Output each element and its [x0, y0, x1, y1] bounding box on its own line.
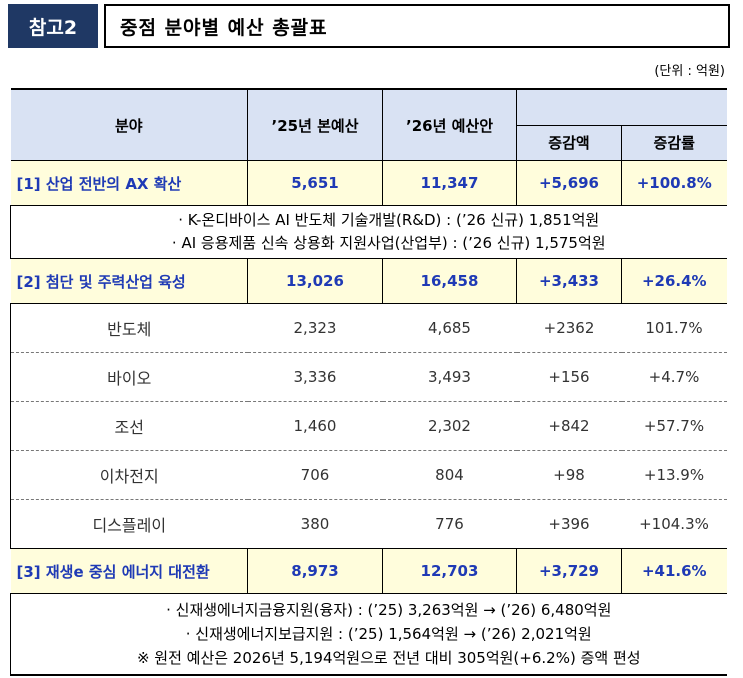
col-header-change-rate: 증감률: [621, 124, 727, 162]
col-header-field: 분야: [10, 88, 248, 161]
subitem-y26: 776: [435, 515, 464, 533]
note-line: · AI 응용제품 신속 상용화 지원사업(산업부) : (’26 신규) 1,…: [171, 234, 606, 252]
subitem-y26: 2,302: [382, 401, 517, 451]
subitem-change-amount: +98: [516, 450, 622, 500]
category-y25: 5,651: [247, 160, 383, 206]
col-header-change-amount: 증감액: [516, 124, 622, 162]
col-header-change-group: [516, 87, 727, 126]
subitem-row: 반도체 2,323 4,685 +2362 101.7%: [10, 303, 727, 353]
subitem-row: 조선 1,460 2,302 +842 +57.7%: [10, 401, 727, 451]
note-line: · 신재생에너지금융지원(융자) : (’25) 3,263억원 → (’26)…: [166, 601, 612, 619]
subitem-name: 조선: [10, 401, 248, 451]
subitem-change-rate: +4.7%: [621, 352, 727, 402]
subitem-name: 디스플레이: [10, 499, 248, 549]
subitem-name: 이차전지: [10, 450, 248, 500]
unit-label: (단위 : 억원): [654, 64, 725, 79]
category-y26: 11,347: [382, 160, 517, 206]
subitem-row: 이차전지 706 804 +98 +13.9%: [10, 450, 727, 500]
category-change-amount: +3,729: [516, 548, 622, 594]
header-row: 분야 ’25년 본예산 ’26년 예산안: [10, 87, 727, 161]
subitem-name: 바이오: [10, 352, 248, 402]
notes-block: · K-온디바이스 AI 반도체 기술개발(R&D) : (’26 신규) 1,…: [10, 205, 727, 259]
category-name: [3] 재생e 중심 에너지 대전환: [10, 548, 248, 594]
note-line: · 신재생에너지보급지원 : (’25) 1,564억원 → (’26) 2,0…: [185, 625, 592, 643]
subitem-y25: 1,460: [247, 401, 383, 451]
notes-row: · K-온디바이스 AI 반도체 기술개발(R&D) : (’26 신규) 1,…: [10, 205, 727, 259]
category-row: [3] 재생e 중심 에너지 대전환 8,973 12,703 +3,729 +…: [10, 548, 727, 594]
category-change-amount: +5,696: [516, 160, 622, 206]
category-name: [1] 산업 전반의 AX 확산: [10, 160, 248, 206]
subitem-change-rate: +104.3%: [639, 515, 709, 533]
subitem-y25: 380: [300, 515, 330, 533]
notes-block: · 신재생에너지금융지원(융자) : (’25) 3,263억원 → (’26)…: [10, 593, 727, 676]
reference-tag: 참고2: [8, 4, 98, 48]
category-name: [2] 첨단 및 주력산업 육성: [10, 258, 248, 304]
subitem-row: 바이오 3,336 3,493 +156 +4.7%: [10, 352, 727, 402]
category-y26: 12,703: [382, 548, 517, 594]
subitem-change-amount: +396: [548, 515, 590, 533]
subitem-y25: 706: [247, 450, 383, 500]
subitem-change-rate: +57.7%: [621, 401, 727, 451]
category-change-amount: +3,433: [516, 258, 622, 304]
subitem-y26: 3,493: [382, 352, 517, 402]
note-line: ※ 원전 예산은 2026년 5,194억원으로 전년 대비 305억원(+6.…: [136, 649, 641, 667]
category-row: [1] 산업 전반의 AX 확산 5,651 11,347 +5,696 +10…: [10, 160, 727, 206]
subitem-y25: 2,323: [247, 303, 383, 353]
subitem-change-amount: +156: [516, 352, 622, 402]
subitem-row: 디스플레이 380 776 +396 +104.3%: [10, 499, 727, 549]
subitem-name: 반도체: [10, 303, 248, 353]
subitem-y25: 3,336: [247, 352, 383, 402]
category-y25: 13,026: [247, 258, 383, 304]
notes-row: · 신재생에너지금융지원(융자) : (’25) 3,263억원 → (’26)…: [10, 593, 727, 676]
subitem-change-rate: 101.7%: [621, 303, 727, 353]
subitem-y26: 4,685: [382, 303, 517, 353]
note-line: · K-온디바이스 AI 반도체 기술개발(R&D) : (’26 신규) 1,…: [178, 211, 600, 229]
category-change-rate: +26.4%: [621, 258, 727, 304]
category-row: [2] 첨단 및 주력산업 육성 13,026 16,458 +3,433 +2…: [10, 258, 727, 304]
page-title: 중점 분야별 예산 총괄표: [120, 16, 328, 39]
col-header-y25: ’25년 본예산: [247, 88, 383, 161]
category-change-rate: +41.6%: [621, 548, 727, 594]
subitem-change-amount: +2362: [516, 303, 622, 353]
category-y26: 16,458: [382, 258, 517, 304]
subitem-change-amount: +842: [516, 401, 622, 451]
col-header-y26: ’26년 예산안: [382, 88, 517, 161]
header-subrow: 증감액 증감률: [11, 124, 727, 162]
category-change-rate: +100.8%: [621, 160, 727, 206]
budget-table: 분야 ’25년 본예산 ’26년 예산안 증감액 증감률 [1] 산업 전반의 …: [10, 87, 727, 676]
subitem-change-rate: +13.9%: [621, 450, 727, 500]
category-y25: 8,973: [247, 548, 383, 594]
title-box: 중점 분야별 예산 총괄표: [104, 4, 730, 48]
subitem-y26: 804: [382, 450, 517, 500]
